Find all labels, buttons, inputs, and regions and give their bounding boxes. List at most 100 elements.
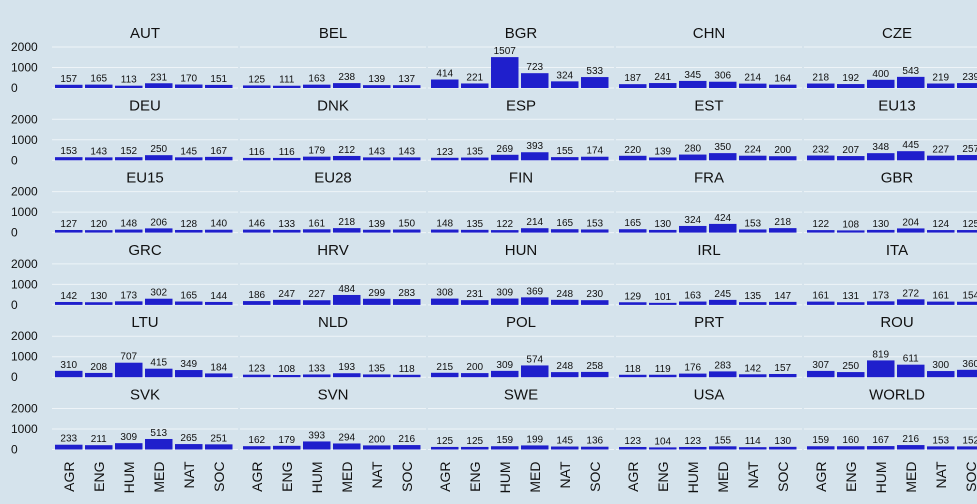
value-label: 265 [180, 433, 197, 444]
y-tick-label: 1000 [11, 205, 38, 219]
bar [205, 444, 233, 450]
value-label: 125 [248, 74, 265, 85]
bar [85, 372, 113, 378]
value-label: 393 [308, 430, 325, 441]
bar [581, 77, 609, 88]
bar [521, 365, 549, 378]
bar [619, 302, 647, 305]
value-label: 214 [744, 73, 761, 84]
panel-title: WORLD [869, 387, 925, 404]
bar [769, 373, 797, 378]
value-label: 155 [714, 435, 731, 446]
value-label: 309 [496, 288, 513, 299]
value-label: 136 [586, 436, 603, 447]
y-tick-label: 2000 [11, 329, 38, 343]
bar [897, 151, 925, 161]
bar [175, 301, 203, 305]
bar [739, 229, 767, 233]
value-label: 135 [466, 219, 483, 230]
value-label: 113 [121, 75, 137, 86]
bar [837, 230, 865, 233]
value-label: 212 [338, 145, 355, 156]
value-label: 232 [812, 145, 829, 156]
panel-title: EU13 [878, 97, 916, 114]
bar [581, 156, 609, 161]
value-label: 302 [150, 288, 167, 299]
y-tick-label: 2000 [11, 185, 38, 199]
bar [837, 156, 865, 161]
bar [175, 229, 203, 233]
bar [837, 446, 865, 450]
bar [619, 229, 647, 233]
bar [649, 229, 677, 233]
bar [649, 83, 677, 88]
bar [55, 301, 83, 305]
bar [739, 447, 767, 450]
value-label: 142 [60, 291, 77, 302]
value-label: 120 [90, 219, 107, 230]
value-label: 145 [180, 146, 197, 157]
bar [581, 229, 609, 233]
value-label: 300 [932, 360, 949, 371]
value-label: 116 [249, 147, 265, 158]
panel-title: PRT [694, 314, 724, 331]
panel-title: ITA [886, 242, 908, 259]
value-label: 227 [308, 289, 325, 300]
bar [461, 446, 489, 450]
bar [393, 374, 421, 378]
bar [85, 302, 113, 305]
bar [85, 84, 113, 88]
bar [551, 372, 579, 378]
panel-title: NLD [318, 314, 348, 331]
x-tick-label: HUM [497, 462, 513, 494]
panel-title: AUT [130, 25, 160, 42]
bar [867, 301, 895, 305]
value-label: 118 [625, 364, 641, 375]
bar [807, 83, 835, 88]
value-label: 130 [654, 219, 671, 230]
value-label: 611 [903, 354, 919, 365]
bar [837, 302, 865, 305]
value-label: 238 [338, 72, 355, 83]
x-tick-label: NAT [557, 461, 573, 488]
bar [303, 84, 331, 88]
y-tick-label: 2000 [11, 112, 38, 126]
value-label: 133 [308, 363, 325, 374]
value-label: 142 [744, 363, 761, 374]
bar [491, 298, 519, 305]
y-tick-label: 2000 [11, 40, 38, 54]
value-label: 310 [60, 360, 77, 371]
value-label: 153 [586, 218, 603, 229]
bar [243, 157, 271, 161]
value-label: 163 [684, 291, 701, 302]
panel-title: POL [506, 314, 536, 331]
bar [363, 374, 391, 378]
panel-title: DNK [317, 97, 349, 114]
bar [431, 446, 459, 450]
x-tick-label: ENG [843, 462, 859, 492]
x-tick-label: MED [339, 462, 355, 493]
value-label: 179 [308, 146, 325, 157]
x-tick-label: ENG [655, 462, 671, 492]
value-label: 101 [654, 292, 671, 303]
bar [273, 229, 301, 233]
bar [393, 157, 421, 161]
value-label: 130 [774, 436, 791, 447]
value-label: 308 [436, 288, 453, 299]
bar [957, 301, 977, 305]
bar [897, 364, 925, 378]
value-label: 239 [962, 72, 977, 83]
bar [867, 360, 895, 378]
y-tick-label: 1000 [11, 277, 38, 291]
bar [897, 445, 925, 450]
bar [957, 155, 977, 161]
x-tick-label: AGR [625, 462, 641, 492]
value-label: 214 [526, 217, 543, 228]
value-label: 148 [120, 219, 137, 230]
panel-title: IRL [697, 242, 720, 259]
value-label: 143 [398, 146, 415, 157]
value-label: 139 [368, 74, 385, 85]
value-label: 150 [398, 219, 415, 230]
bar [205, 84, 233, 88]
bar [619, 155, 647, 161]
